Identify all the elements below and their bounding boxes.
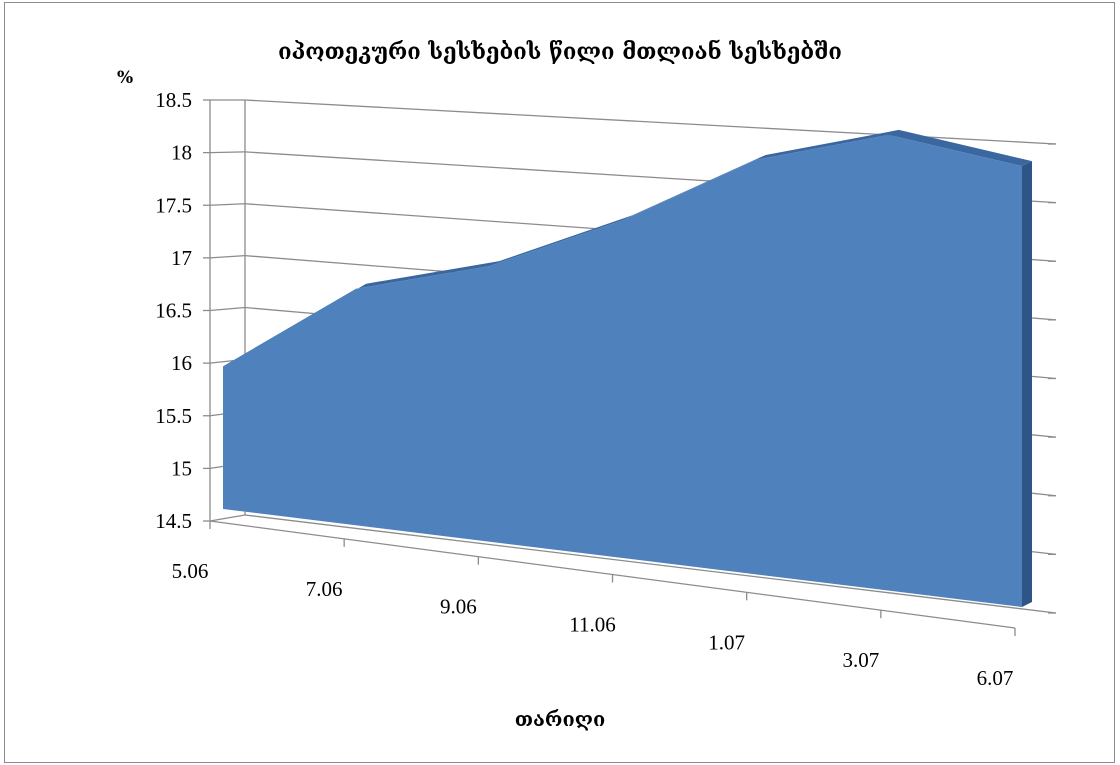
y-axis-label: % (117, 68, 133, 88)
area-side-face (1022, 161, 1032, 608)
gridline (244, 99, 1057, 145)
y-tick-label: 14.5 (155, 509, 192, 533)
x-tick-label: 7.06 (306, 577, 343, 601)
x-tick-labels: 5.06 7.06 9.06 11.06 1.07 3.07 6.07 (172, 559, 1014, 690)
gridline-side (209, 514, 246, 522)
area-chart: იპოთეკური სესხების წილი მთლიან სესხებში … (117, 39, 1057, 731)
y-tick-label: 17.5 (155, 193, 192, 217)
x-tick-label: 9.06 (440, 595, 477, 619)
gridline-side (209, 254, 246, 259)
chart-title: იპოთეკური სესხების წილი მთლიან სესხებში (278, 39, 842, 65)
chart-frame: იპოთეკური სესხების წილი მთლიან სესხებში … (4, 2, 1115, 763)
area-face (223, 134, 1022, 607)
y-tick-label: 16 (171, 351, 192, 375)
y-tick-label: 15.5 (155, 404, 192, 428)
x-tick-label: 11.06 (569, 613, 615, 637)
x-tick-label: 1.07 (708, 630, 745, 654)
y-tick-labels: 14.5 15 15.5 16 16.5 17 17.5 18 18.5 (155, 88, 192, 533)
x-tick-label: 3.07 (842, 648, 879, 672)
x-axis-label: თარიღი (515, 707, 606, 731)
y-tick-label: 17 (171, 246, 192, 270)
y-tick-label: 18 (171, 141, 192, 165)
area-series (223, 129, 1032, 608)
y-tick-label: 15 (171, 456, 192, 480)
gridline (244, 514, 1057, 614)
y-tick-label: 16.5 (155, 299, 192, 323)
gridline-side (209, 306, 246, 312)
x-tick-label: 5.06 (172, 559, 209, 583)
gridline-side (209, 151, 246, 154)
x-tick-label: 6.07 (977, 666, 1014, 690)
gridline-side (209, 203, 246, 206)
y-tick-label: 18.5 (155, 88, 192, 112)
